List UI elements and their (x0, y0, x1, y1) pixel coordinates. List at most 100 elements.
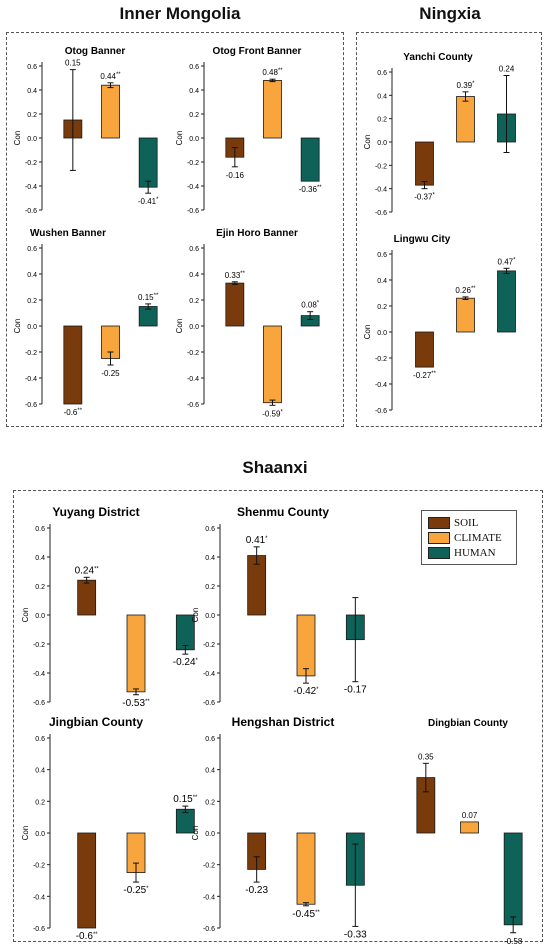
y-tick-label: 0.4 (189, 272, 199, 279)
data-label-soil: -0.16 (226, 171, 245, 180)
legend-swatch-human (428, 546, 450, 559)
significance-marker: * (146, 886, 149, 892)
y-tick-label: -0.2 (25, 350, 37, 357)
y-tick-label: -0.2 (33, 863, 45, 870)
chart-yuyang-district: Yuyang District 0.6 0.4 0.2 0.0 -0.2 -0.4 -0.6 C… (21, 505, 199, 709)
ningxia-panel-box (356, 32, 542, 427)
y-tick-label: -0.2 (375, 163, 387, 170)
significance-marker: ** (93, 932, 98, 938)
data-label-soil: 0.41* (246, 535, 268, 546)
y-tick-label: 0.2 (189, 112, 199, 119)
y-axis-label-yuyang-district: Con (21, 608, 30, 623)
chart-wushen-banner: Wushen Banner 0.6 0.4 0.2 0.0 -0.2 -0.4 -0.6 Con… (13, 228, 159, 417)
data-label-climate: -0.42* (293, 686, 319, 697)
y-tick-label: -0.6 (25, 402, 37, 409)
y-tick-label: 0.2 (189, 298, 199, 305)
bar-soil-ejin-horo-banner (225, 282, 245, 327)
significance-marker: ** (154, 293, 159, 299)
y-tick-label: 0.0 (35, 831, 45, 838)
chart-lingwu-city: Lingwu City 0.6 0.4 0.2 0.0 -0.2 -0.4 -0.6 Con -0… (363, 234, 516, 415)
y-tick-label: -0.4 (25, 184, 37, 191)
y-tick-label: 0.0 (205, 831, 215, 838)
y-tick-label: -0.6 (203, 926, 215, 933)
chart-title-shenmu-county: Shenmu County (237, 505, 329, 519)
chart-dingbian-county: Dingbian County 0.35 0.07 -0.58 (416, 718, 523, 946)
bar-climate-yanchi-county (456, 96, 475, 143)
significance-marker: ** (315, 910, 320, 916)
y-tick-label: -0.4 (375, 187, 387, 194)
significance-marker: * (316, 687, 319, 693)
y-tick-label: 0.4 (27, 88, 37, 95)
bar-climate-ejin-horo-banner (263, 325, 282, 404)
y-tick-label: 0.0 (35, 613, 45, 620)
y-tick-label: 0.6 (35, 736, 45, 743)
data-label-human: -0.24* (173, 657, 199, 668)
data-label-climate: -0.59* (262, 409, 283, 418)
y-tick-label: 0.4 (189, 88, 199, 95)
y-tick-label: 0.0 (27, 324, 37, 331)
significance-marker: ** (94, 566, 99, 572)
bar-human-otog-banner (138, 137, 158, 188)
y-tick-label: -0.4 (33, 894, 45, 901)
y-tick-label: -0.6 (187, 402, 199, 409)
y-tick-label: 0.0 (27, 136, 37, 143)
chart-title-yuyang-district: Yuyang District (52, 505, 139, 519)
y-tick-label: 0.0 (189, 136, 199, 143)
bar-climate-hengshan-district (296, 832, 316, 905)
significance-marker: * (280, 409, 283, 415)
data-label-climate: -0.25 (101, 369, 120, 378)
bar-climate-otog-front-banner (263, 80, 282, 139)
y-tick-label: -0.2 (33, 642, 45, 649)
legend-label-climate: CLIMATE (454, 531, 502, 544)
data-label-human: -0.58 (504, 937, 523, 946)
y-axis-label-ejin-horo-banner: Con (175, 319, 184, 334)
y-tick-label: -0.4 (25, 376, 37, 383)
data-label-soil: -0.23 (245, 885, 268, 896)
y-tick-label: 0.6 (377, 252, 387, 259)
legend-item-climate: CLIMATE (428, 530, 510, 545)
chart-yanchi-county: Yanchi County 0.6 0.4 0.2 0.0 -0.2 -0.4 -0.6 Con… (363, 52, 516, 217)
data-label-climate: -0.53** (122, 698, 150, 709)
y-axis-label-wushen-banner: Con (13, 319, 22, 334)
chart-title-jingbian-county: Jingbian County (49, 715, 143, 729)
chart-title-otog-front-banner: Otog Front Banner (213, 46, 302, 57)
chart-title-lingwu-city: Lingwu City (394, 234, 451, 245)
legend-label-human: HUMAN (454, 546, 496, 559)
chart-jingbian-county: Jingbian County 0.6 0.4 0.2 0.0 -0.2 -0.4 -0.6 C… (21, 715, 198, 942)
legend-item-soil: SOIL (428, 515, 510, 530)
legend-swatch-climate (428, 531, 450, 544)
y-tick-label: 0.6 (377, 70, 387, 77)
y-tick-label: -0.4 (187, 376, 199, 383)
y-tick-label: 0.2 (27, 298, 37, 305)
chart-otog-front-banner: Otog Front Banner 0.6 0.4 0.2 0.0 -0.2 -0.4 -0.… (175, 46, 322, 215)
legend: SOIL CLIMATE HUMAN (421, 510, 517, 565)
y-tick-label: -0.4 (33, 671, 45, 678)
bar-climate-shenmu-county (296, 614, 316, 677)
y-axis-label-shenmu-county: Con (191, 608, 200, 623)
significance-marker: ** (317, 185, 322, 191)
region-title-inner-mongolia: Inner Mongolia (119, 4, 241, 23)
y-tick-label: 0.6 (205, 736, 215, 743)
y-tick-label: -0.6 (187, 208, 199, 215)
y-tick-label: 0.2 (35, 799, 45, 806)
y-tick-label: 0.4 (205, 555, 215, 562)
legend-label-soil: SOIL (454, 516, 479, 529)
data-label-climate: 0.39* (457, 81, 476, 90)
bar-climate-yuyang-district (126, 614, 146, 693)
y-tick-label: 0.2 (205, 799, 215, 806)
bar-soil-lingwu-city (415, 331, 434, 368)
y-tick-label: -0.2 (203, 863, 215, 870)
data-label-soil: -0.37* (414, 193, 435, 202)
y-tick-label: 0.4 (27, 272, 37, 279)
y-tick-label: 0.2 (377, 117, 387, 124)
region-title-ningxia: Ningxia (419, 4, 481, 23)
y-tick-label: -0.6 (375, 210, 387, 217)
y-tick-label: 0.2 (377, 304, 387, 311)
bar-human-lingwu-city (497, 270, 516, 333)
data-label-human: 0.24 (499, 65, 515, 74)
chart-hengshan-district: Hengshan District 0.6 0.4 0.2 0.0 -0.2 -0.4 -0.… (191, 715, 367, 940)
chart-title-yanchi-county: Yanchi County (403, 52, 473, 63)
bar-human-otog-front-banner (300, 137, 320, 182)
y-tick-label: 0.4 (205, 768, 215, 775)
y-tick-label: -0.4 (203, 671, 215, 678)
